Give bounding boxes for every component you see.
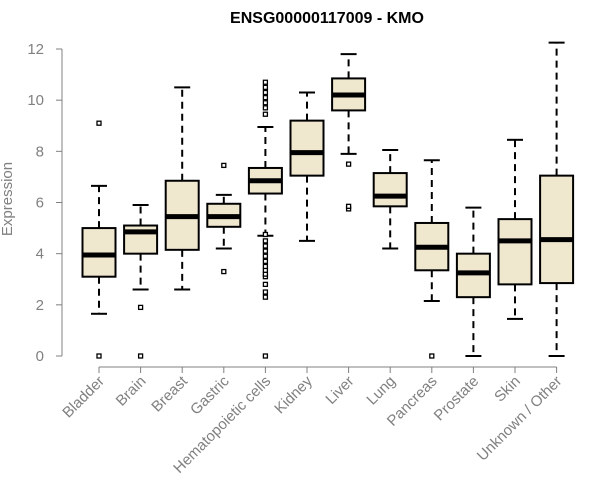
y-axis-title: Expression [0, 162, 16, 236]
outlier-point [262, 281, 269, 288]
y-tick-label: 6 [36, 195, 44, 212]
box-group [123, 204, 159, 359]
outlier-point [262, 353, 269, 359]
box-group [372, 149, 408, 250]
box-group [497, 138, 533, 320]
box-group [539, 41, 575, 357]
outlier-point [262, 294, 269, 300]
outlier-point [262, 111, 269, 117]
outlier-point [262, 79, 269, 85]
outlier-point [345, 203, 352, 209]
outlier-point [262, 100, 269, 106]
x-tick-label: Kidney [271, 372, 316, 417]
x-tick-label: Skin [491, 373, 524, 406]
outlier-point [262, 231, 269, 238]
outlier-point [221, 268, 227, 275]
box-iqr [455, 252, 491, 299]
outlier-point [262, 243, 269, 249]
y-tick-label: 0 [36, 348, 44, 365]
outlier-point [262, 238, 269, 244]
box-iqr [289, 119, 325, 177]
outlier-point [345, 161, 352, 167]
box-group [164, 86, 200, 291]
outlier-point [262, 263, 269, 270]
box-series [81, 41, 575, 359]
outlier-point [96, 120, 102, 126]
outlier-point [96, 353, 102, 359]
outlier-point [262, 89, 269, 96]
y-tick-label: 4 [36, 246, 44, 263]
box-iqr [81, 227, 117, 278]
outlier-point [429, 353, 435, 359]
x-tick-label: Lung [363, 373, 399, 409]
x-tick-label: Prostate [431, 373, 483, 425]
outlier-point [262, 105, 269, 111]
box-iqr [497, 218, 533, 286]
y-axis: 0 2 4 6 8 10 12 [27, 41, 63, 365]
box-iqr [539, 174, 575, 285]
box-group [331, 53, 367, 212]
y-tick-label: 2 [36, 297, 44, 314]
x-tick-label: Brain [113, 373, 150, 410]
outlier-point [262, 94, 269, 101]
outlier-point [262, 253, 269, 259]
x-tick-label: Breast [148, 372, 191, 415]
outlier-point [137, 353, 144, 359]
x-tick-label: Bladder [59, 373, 108, 422]
box-group [247, 79, 283, 359]
box-group [289, 91, 325, 242]
outlier-point [262, 258, 269, 264]
x-tick-label: Liver [322, 373, 357, 408]
outlier-point [262, 248, 269, 254]
outlier-point [221, 162, 227, 169]
outlier-point [262, 289, 269, 295]
outlier-point [137, 304, 144, 311]
box-group [81, 120, 117, 359]
box-group [206, 162, 242, 275]
box-iqr [372, 172, 408, 208]
y-tick-label: 10 [27, 92, 44, 109]
box-group [414, 159, 450, 359]
box-group [455, 206, 491, 357]
outlier-point [262, 84, 269, 91]
chart-title: ENSG00000117009 - KMO [230, 10, 424, 27]
y-tick-label: 8 [36, 143, 44, 160]
y-tick-label: 12 [27, 41, 44, 58]
